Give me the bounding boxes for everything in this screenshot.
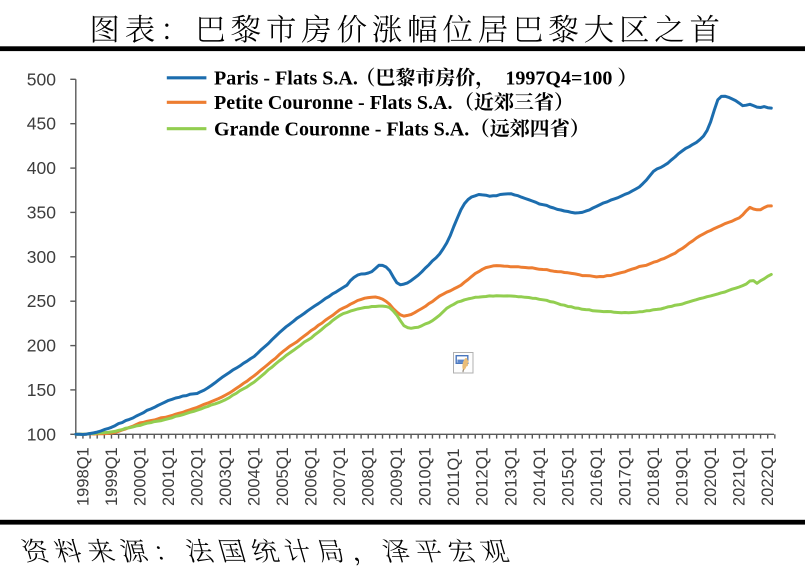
svg-text:500: 500 <box>27 69 56 89</box>
svg-text:200: 200 <box>27 336 56 356</box>
svg-text:2007Q1: 2007Q1 <box>331 447 349 506</box>
svg-text:2009Q1: 2009Q1 <box>388 447 406 506</box>
svg-text:2021Q1: 2021Q1 <box>731 447 749 506</box>
svg-text:2012Q1: 2012Q1 <box>474 447 492 506</box>
svg-text:2016Q1: 2016Q1 <box>588 447 606 506</box>
svg-text:2022Q1: 2022Q1 <box>759 447 777 506</box>
svg-text:250: 250 <box>27 291 56 311</box>
svg-text:2003Q1: 2003Q1 <box>217 447 235 506</box>
svg-text:2017Q1: 2017Q1 <box>616 447 634 506</box>
svg-text:2014Q1: 2014Q1 <box>531 447 549 506</box>
svg-text:1998Q1: 1998Q1 <box>74 447 92 506</box>
svg-text:2019Q1: 2019Q1 <box>674 447 692 506</box>
svg-text:300: 300 <box>27 247 56 267</box>
svg-text:2015Q1: 2015Q1 <box>559 447 577 506</box>
svg-text:2013Q1: 2013Q1 <box>502 447 520 506</box>
svg-text:2010Q1: 2010Q1 <box>417 447 435 506</box>
svg-text:1997Q4=100: 1997Q4=100 <box>505 68 612 90</box>
svg-text:2018Q1: 2018Q1 <box>645 447 663 506</box>
svg-text:2000Q1: 2000Q1 <box>131 447 149 506</box>
svg-text:2004Q1: 2004Q1 <box>246 447 264 506</box>
svg-text:2005Q1: 2005Q1 <box>274 447 292 506</box>
svg-text:150: 150 <box>27 380 56 400</box>
svg-text:Petite Couronne - Flats S.A.: Petite Couronne - Flats S.A. <box>214 92 453 114</box>
svg-text:Paris - Flats S.A.: Paris - Flats S.A. <box>214 68 358 90</box>
svg-text:2001Q1: 2001Q1 <box>160 447 178 506</box>
svg-text:2002Q1: 2002Q1 <box>188 447 206 506</box>
svg-text:400: 400 <box>27 158 56 178</box>
svg-text:1999Q1: 1999Q1 <box>103 447 121 506</box>
svg-text:2008Q1: 2008Q1 <box>360 447 378 506</box>
svg-text:2006Q1: 2006Q1 <box>303 447 321 506</box>
svg-text:350: 350 <box>27 202 56 222</box>
svg-text:2011Q1: 2011Q1 <box>445 449 463 507</box>
svg-text:Grande Couronne - Flats S.A.: Grande Couronne - Flats S.A. <box>214 119 469 141</box>
svg-text:2020Q1: 2020Q1 <box>702 447 720 506</box>
svg-text:450: 450 <box>27 114 56 134</box>
svg-text:100: 100 <box>27 424 56 444</box>
